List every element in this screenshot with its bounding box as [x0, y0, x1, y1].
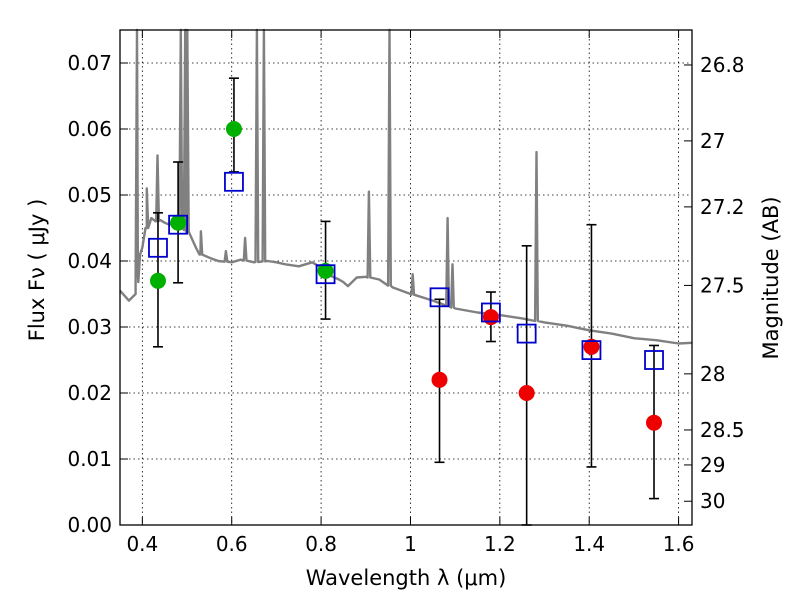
y-tick-label: 0.01 — [67, 447, 112, 471]
markers — [148, 121, 664, 431]
model-photometry-square — [516, 323, 537, 344]
plot-frame — [119, 29, 693, 526]
grid — [120, 30, 692, 526]
model-photometry-square — [644, 350, 664, 370]
y-tick-label: 0.03 — [67, 315, 112, 339]
red-data-point — [518, 385, 535, 401]
red-data-point — [646, 414, 663, 431]
y2-tick-label: 28 — [700, 362, 725, 386]
model-photometry-square — [168, 214, 188, 235]
green-data-point — [170, 214, 187, 231]
y2-tick-label: 29 — [700, 453, 725, 477]
spectrum — [119, 28, 693, 345]
y2-tick-label: 27.2 — [700, 195, 745, 219]
y2-tick-label: 27 — [700, 129, 725, 153]
y2-tick-label: 28.5 — [700, 418, 745, 442]
y-tick-label: 0.06 — [67, 117, 112, 141]
y-axis-label: Flux Fν ( μJy ) — [25, 199, 49, 342]
y2-tick-label: 30 — [700, 489, 725, 513]
x-tick-label: 0.6 — [216, 532, 248, 556]
y-tick-label: 0.07 — [67, 51, 112, 75]
model-photometry-square — [429, 287, 450, 308]
x-tick-label: 0.8 — [305, 532, 337, 556]
x-tick-label: 1.2 — [484, 532, 516, 556]
green-data-point — [149, 272, 166, 289]
green-data-point — [225, 121, 242, 137]
model-photometry-square — [315, 264, 336, 285]
y2-tick-label: 26.8 — [700, 53, 745, 77]
y-tick-label: 0.05 — [67, 183, 112, 207]
model-photometry-square — [148, 237, 168, 258]
y2-tick-label: 27.5 — [700, 273, 745, 297]
x-tick-label: 1.4 — [573, 532, 605, 556]
error-bars — [152, 77, 660, 526]
model-photometry-square — [581, 340, 602, 361]
x-tick-label: 1.6 — [663, 532, 695, 556]
y2-axis-label: Magnitude (AB) — [759, 196, 783, 359]
model-spectrum-line — [119, 28, 693, 345]
x-tick-label: 0.4 — [126, 532, 158, 556]
green-data-point — [317, 262, 334, 279]
x-tick-label: 1 — [404, 532, 417, 556]
x-axis-label: Wavelength λ (μm) — [306, 566, 507, 590]
y-tick-label: 0.02 — [67, 381, 112, 405]
y-tick-label: 0.04 — [67, 249, 112, 273]
y-tick-label: 0.00 — [67, 513, 112, 537]
red-data-point — [583, 338, 600, 355]
axis-ticks: 0.4 0.6 0.8 1 1.2 1.4 1.6 0.00 0.01 0.02 0.03 0.04 0… — [67, 30, 745, 556]
model-photometry-square — [481, 302, 501, 323]
red-data-point — [431, 371, 448, 388]
model-photometry-square — [224, 171, 244, 192]
